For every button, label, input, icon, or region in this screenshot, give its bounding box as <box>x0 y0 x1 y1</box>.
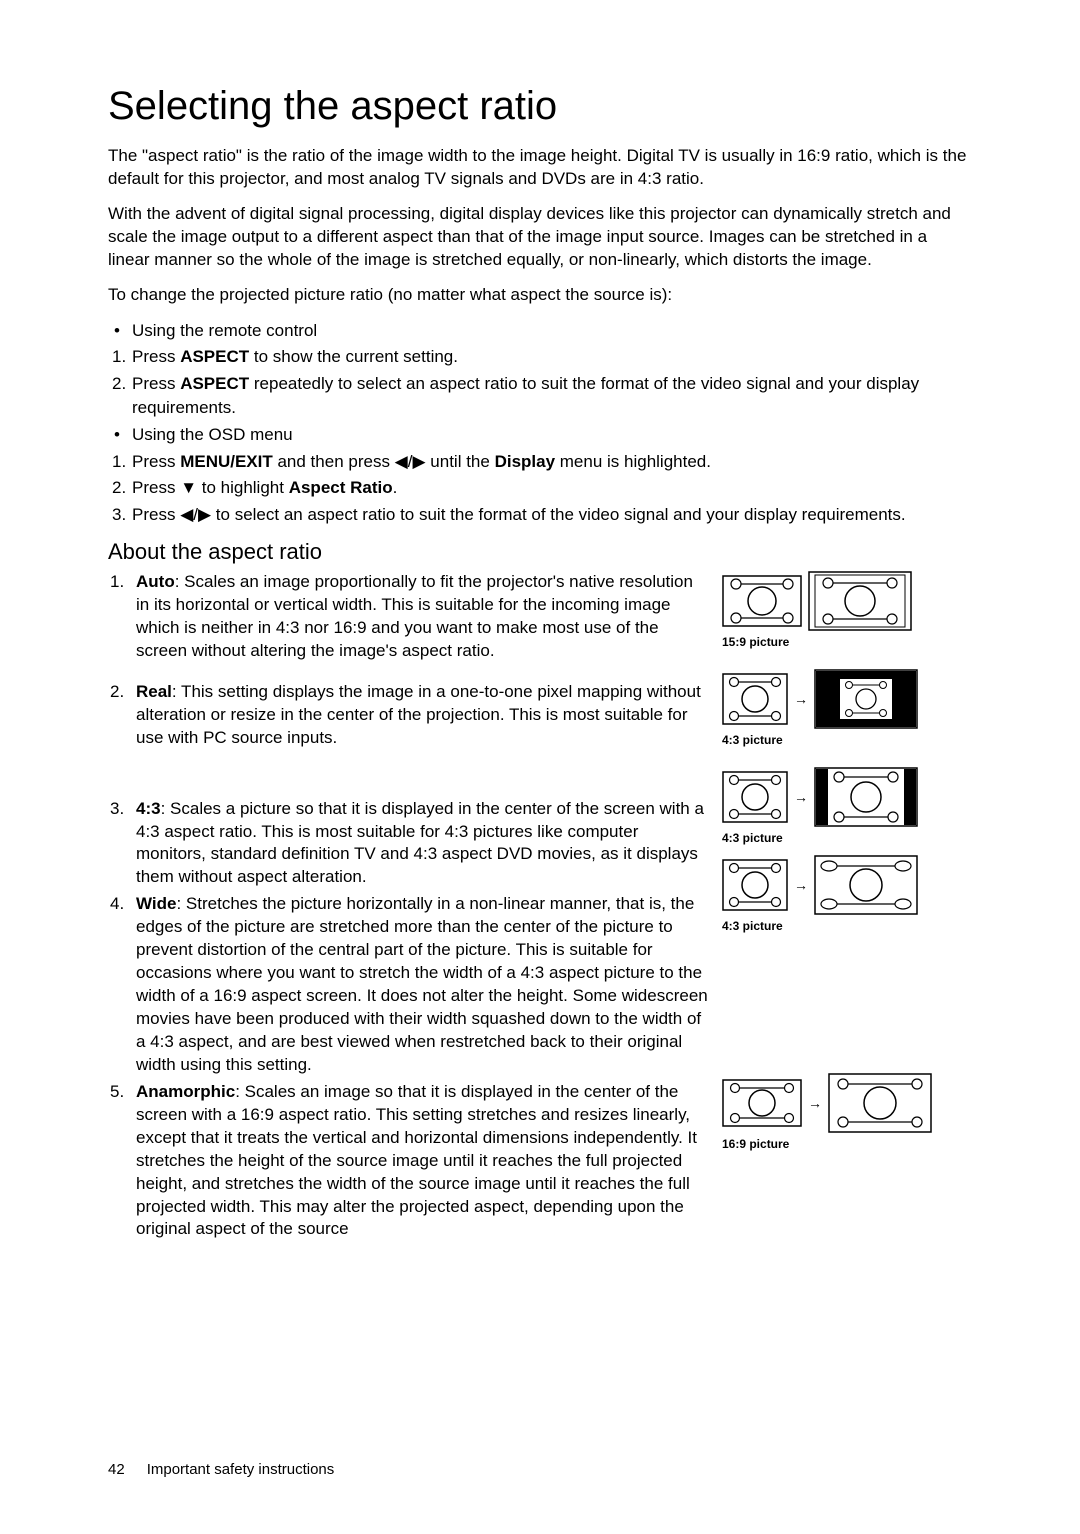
instruction-list: Using the remote control 1.Press ASPECT … <box>108 319 972 527</box>
footer-text: Important safety instructions <box>147 1461 335 1478</box>
figure-caption: 15:9 picture <box>722 635 972 649</box>
src-frame-icon <box>722 1079 802 1127</box>
down-arrow-icon: ▼ <box>180 478 197 497</box>
arrow-icon: → <box>808 1095 822 1111</box>
figure-16-9: → 16:9 picture <box>722 1073 972 1151</box>
osd-heading: Using the OSD menu <box>132 423 972 447</box>
remote-heading: Using the remote control <box>132 319 972 343</box>
page-title: Selecting the aspect ratio <box>108 84 972 129</box>
page-footer: 42 Important safety instructions <box>108 1461 334 1478</box>
src-frame-icon <box>722 673 788 725</box>
dst-frame-icon <box>808 571 912 631</box>
osd-step-2: 2.Press ▼ to highlight Aspect Ratio. <box>132 476 972 500</box>
dst-frame-icon <box>814 669 918 729</box>
figure-caption: 4:3 picture <box>722 733 972 747</box>
intro-paragraph-3: To change the projected picture ratio (n… <box>108 284 972 307</box>
intro-paragraph-1: The "aspect ratio" is the ratio of the i… <box>108 145 972 191</box>
src-frame-icon <box>722 575 802 627</box>
left-arrow-icon: ◀ <box>180 505 193 524</box>
dst-frame-icon <box>814 855 918 915</box>
ratio-4-3: 3.4:3: Scales a picture so that it is di… <box>132 798 710 890</box>
osd-step-1: 1.Press MENU/EXIT and then press ◀/▶ unt… <box>132 450 972 474</box>
arrow-icon: → <box>794 877 808 893</box>
arrow-icon: → <box>794 691 808 707</box>
osd-step-3: 3.Press ◀/▶ to select an aspect ratio to… <box>132 503 972 527</box>
remote-step-1: 1.Press ASPECT to show the current setti… <box>132 345 972 369</box>
figure-caption: 4:3 picture <box>722 831 972 845</box>
figure-real: → 4:3 picture <box>722 669 972 747</box>
figure-wide: → 4:3 picture <box>722 855 972 933</box>
dst-frame-icon <box>828 1073 932 1133</box>
intro-paragraph-2: With the advent of digital signal proces… <box>108 203 972 272</box>
aspect-ratio-list: 1.Auto: Scales an image proportionally t… <box>108 571 710 1241</box>
remote-step-2: 2.Press ASPECT repeatedly to select an a… <box>132 372 972 420</box>
ratio-real: 2.Real: This setting displays the image … <box>132 681 710 750</box>
arrow-icon: → <box>794 789 808 805</box>
right-arrow-icon: ▶ <box>198 505 211 524</box>
ratio-anamorphic: 5.Anamorphic: Scales an image so that it… <box>132 1081 710 1242</box>
figure-caption: 16:9 picture <box>722 1137 972 1151</box>
ratio-wide: 4.Wide: Stretches the picture horizontal… <box>132 893 710 1077</box>
about-heading: About the aspect ratio <box>108 539 972 565</box>
ratio-auto: 1.Auto: Scales an image proportionally t… <box>132 571 710 663</box>
right-arrow-icon: ▶ <box>412 452 425 471</box>
src-frame-icon <box>722 859 788 911</box>
figure-15-9: 15:9 picture <box>722 571 972 649</box>
figure-4-3: → 4:3 picture <box>722 767 972 845</box>
figure-caption: 4:3 picture <box>722 919 972 933</box>
left-arrow-icon: ◀ <box>395 452 408 471</box>
src-frame-icon <box>722 771 788 823</box>
dst-frame-icon <box>814 767 918 827</box>
page-number: 42 <box>108 1461 125 1478</box>
